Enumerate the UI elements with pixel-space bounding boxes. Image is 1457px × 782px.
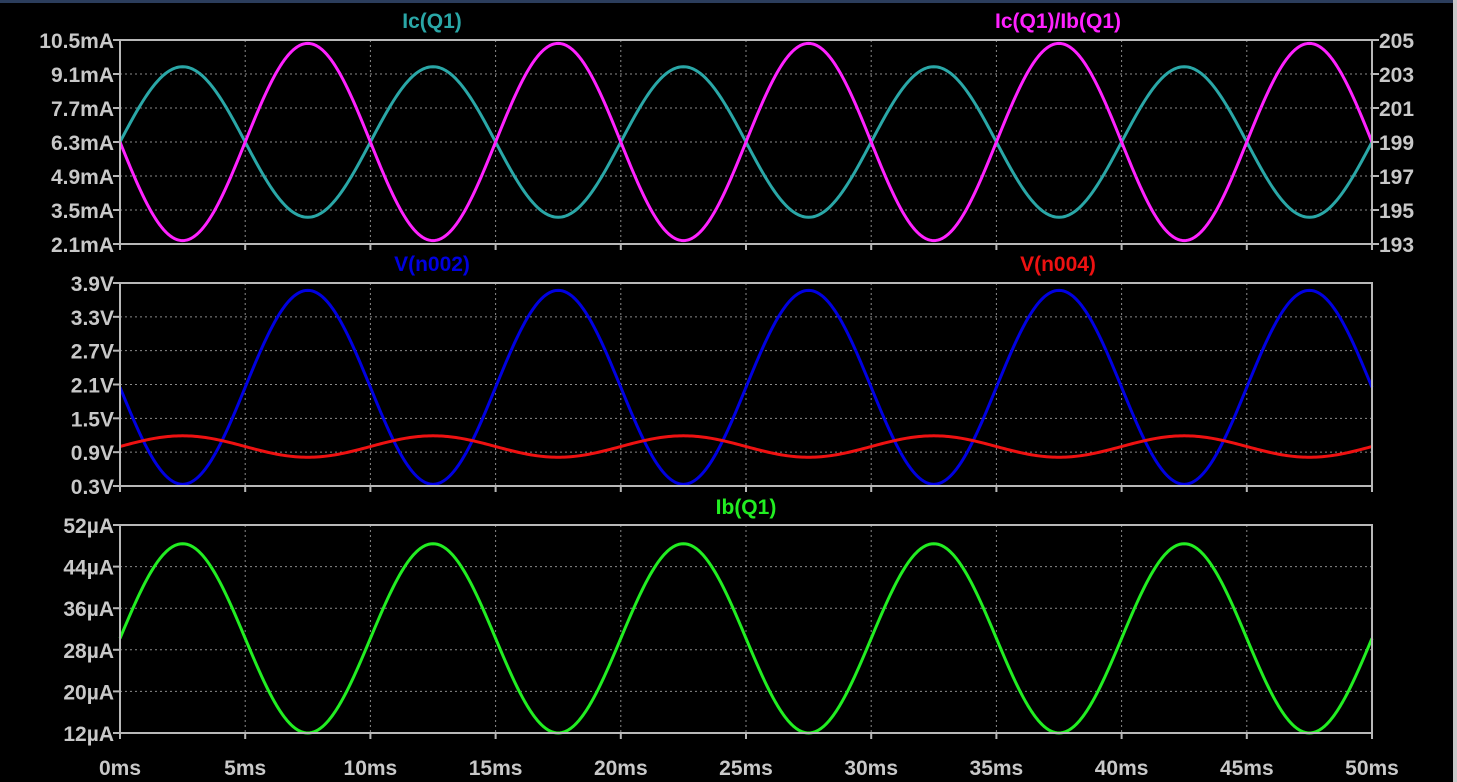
- y-tick-label-right: 197: [1379, 166, 1414, 189]
- trace-label: V(n002): [394, 253, 470, 276]
- x-tick-label: 25ms: [719, 757, 773, 780]
- y-tick-label-left: 9.1mA: [51, 64, 114, 87]
- y-tick-label-left: 2.1V: [71, 375, 114, 398]
- y-tick-label-right: 201: [1379, 98, 1414, 121]
- x-tick-label: 45ms: [1220, 757, 1274, 780]
- x-tick-label: 0ms: [99, 757, 141, 780]
- x-tick-label: 50ms: [1345, 757, 1399, 780]
- y-tick-label-right: 203: [1379, 64, 1414, 87]
- y-tick-label-left: 2.1mA: [51, 234, 114, 257]
- y-tick-label-left: 12µA: [63, 723, 114, 746]
- y-tick-label-left: 1.5V: [71, 408, 114, 431]
- y-tick-label-left: 3.3V: [71, 307, 114, 330]
- trace-ib-q1-: [118, 542, 1374, 735]
- x-tick-label: 20ms: [594, 757, 648, 780]
- trace-ic-q1-ib-q1-: [118, 41, 1374, 243]
- trace-v-n004-: [119, 434, 1373, 459]
- y-tick-label-left: 28µA: [63, 640, 114, 663]
- y-tick-label-right: 195: [1379, 200, 1414, 223]
- y-tick-label-left: 2.7V: [71, 341, 114, 364]
- x-tick-label: 30ms: [844, 757, 898, 780]
- y-tick-label-left: 7.7mA: [51, 98, 114, 121]
- y-tick-label-left: 20µA: [63, 681, 114, 704]
- plot-frame: [119, 282, 1373, 487]
- x-tick-label: 40ms: [1095, 757, 1149, 780]
- plot-frame: [119, 524, 1373, 734]
- y-tick-label-right: 199: [1379, 132, 1414, 155]
- trace-label: Ib(Q1): [716, 496, 777, 519]
- y-tick-label-left: 52µA: [63, 515, 114, 538]
- y-tick-label-left: 10.5mA: [39, 30, 114, 53]
- y-tick-label-left: 3.5mA: [51, 200, 114, 223]
- y-tick-label-left: 0.9V: [71, 442, 114, 465]
- pane-1: 2.1mA 3.5mA 4.9mA 6.3mA 7.7mA 9.1mA 10.5mA 193 1…: [39, 10, 1414, 257]
- y-tick-label-left: 4.9mA: [51, 166, 114, 189]
- y-tick-label-right: 193: [1379, 234, 1414, 257]
- x-tick-label: 35ms: [970, 757, 1024, 780]
- y-tick-label-right: 205: [1379, 30, 1414, 53]
- x-tick-label: 5ms: [224, 757, 266, 780]
- trace-label: Ic(Q1)/Ib(Q1): [995, 10, 1121, 33]
- y-tick-label-left: 3.9V: [71, 273, 114, 296]
- pane-2: 0.3V 0.9V 1.5V 2.1V 2.7V 3.3V 3.9V V(n002) V(n00…: [71, 253, 1374, 499]
- trace-v-n002-: [118, 288, 1374, 486]
- x-tick-label: 15ms: [469, 757, 523, 780]
- y-tick-label-left: 6.3mA: [51, 132, 114, 155]
- trace-label: Ic(Q1): [402, 10, 462, 33]
- window-right-border: [1453, 0, 1457, 782]
- y-tick-label-left: 36µA: [63, 598, 114, 621]
- y-tick-label-left: 44µA: [63, 557, 114, 580]
- y-tick-label-left: 0.3V: [71, 476, 114, 499]
- x-tick-label: 10ms: [344, 757, 398, 780]
- pane-3: 12µA 20µA 28µA 36µA 44µA 52µA 0ms 5ms 10ms 15ms 20…: [63, 496, 1398, 780]
- window-top-strip: [0, 0, 1457, 3]
- plot-frame: [119, 39, 1373, 245]
- trace-label: V(n004): [1020, 253, 1096, 276]
